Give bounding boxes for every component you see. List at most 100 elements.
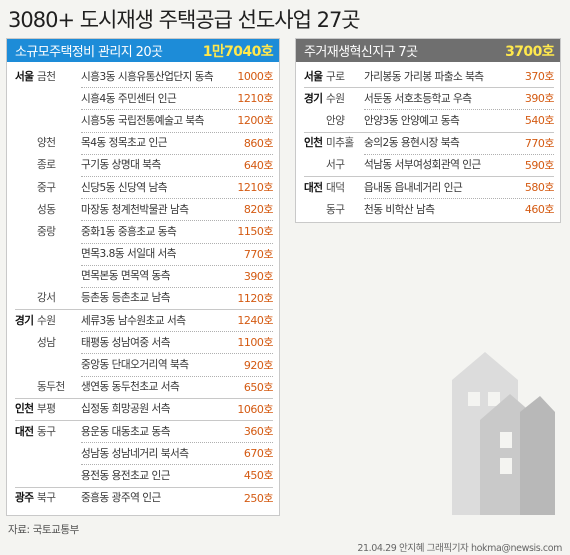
table-row: 양천 목4동 정목초교 인근 860호 [15, 131, 274, 154]
residential-regeneration-units: 460호 [524, 203, 555, 217]
residential-regeneration-location: 가리봉동 가리봉 파출소 북측 [364, 70, 484, 83]
small-housing-header-label: 소규모주택정비 관리지 20곳 [15, 45, 163, 60]
table-row: 성남동 성남네거리 북서측 670호 [15, 442, 274, 464]
residential-regeneration-panel: 주거재생혁신지구 7곳 3700호 서울 구로 가리봉동 가리봉 파출소 북측 370… [295, 38, 561, 223]
residential-regeneration-units: 370호 [524, 70, 555, 84]
residential-regeneration-district: 안양 [326, 114, 345, 127]
table-row: 경기 수원 서둔동 서호초등학교 우측 390호 [304, 87, 555, 109]
small-housing-total: 1만7040호 [202, 43, 274, 60]
residential-regeneration-district: 미추홀 [326, 137, 354, 150]
small-housing-units: 770호 [243, 247, 274, 261]
table-row: 면목본동 면목역 동측 390호 [15, 264, 274, 287]
small-housing-location: 신당5동 신당역 남측 [81, 181, 167, 194]
table-row: 면목3.8동 서일대 서측 770호 [15, 242, 274, 265]
small-housing-units: 450호 [243, 469, 274, 483]
small-housing-location: 세류3동 남수원초교 서측 [81, 314, 186, 327]
small-housing-district: 수원 [37, 314, 56, 327]
table-row: 중앙동 단대오거리역 북측 920호 [15, 353, 274, 375]
small-housing-location: 구기동 상명대 북측 [81, 159, 161, 172]
small-housing-units: 390호 [243, 269, 274, 283]
table-row: 서울 금천 시흥3동 시흥유통산업단지 동측 1000호 [15, 65, 274, 87]
residential-regeneration-location: 숭의2동 용현시장 북측 [364, 137, 460, 150]
residential-regeneration-total: 3700호 [505, 43, 554, 60]
small-housing-units: 1150호 [237, 225, 273, 239]
small-housing-units: 250호 [243, 491, 274, 505]
small-housing-location: 태평동 성남여중 서측 [81, 336, 170, 349]
residential-regeneration-region: 대전 [304, 181, 323, 194]
residential-regeneration-location: 석남동 서부여성회관역 인근 [364, 159, 481, 172]
residential-regeneration-region: 인천 [304, 137, 323, 150]
small-housing-units: 1100호 [237, 336, 273, 350]
residential-regeneration-district: 서구 [326, 159, 345, 172]
residential-regeneration-region: 서울 [304, 70, 323, 83]
residential-regeneration-district: 수원 [326, 92, 345, 105]
residential-regeneration-list: 서울 구로 가리봉동 가리봉 파출소 북측 370호 경기 수원 서둔동 서호초등학교 우측… [296, 62, 560, 220]
small-housing-region: 광주 [15, 492, 34, 505]
small-housing-location: 시흥5동 국립전통예술고 북측 [81, 114, 204, 127]
table-row: 성남 태평동 성남여중 서측 1100호 [15, 331, 274, 353]
small-housing-units: 1210호 [237, 181, 273, 195]
residential-regeneration-units: 590호 [524, 158, 555, 172]
small-housing-location: 용전동 용전초교 인근 [81, 469, 170, 482]
source-note: 자료: 국토교통부 [8, 524, 79, 536]
residential-regeneration-units: 770호 [524, 136, 555, 150]
small-housing-units: 860호 [243, 136, 274, 150]
table-row: 대전 대덕 읍내동 읍내네거리 인근 580호 [304, 175, 555, 198]
table-row: 동두천 생연동 동두천초교 서측 650호 [15, 375, 274, 398]
small-housing-location: 목4동 정목초교 인근 [81, 137, 167, 150]
small-housing-units: 1060호 [237, 402, 273, 416]
small-housing-location: 시흥4동 주민센터 인근 [81, 92, 177, 105]
credit-line: 21.04.29 안지혜 그래픽기자 hokma@newsis.com [357, 543, 562, 554]
small-housing-location: 생연동 동두천초교 서측 [81, 381, 180, 394]
table-row: 강서 등촌동 등촌초교 남측 1120호 [15, 286, 274, 309]
small-housing-location: 중앙동 단대오거리역 북측 [81, 359, 189, 372]
table-row: 성동 마장동 청계천박물관 남측 820호 [15, 198, 274, 220]
table-row: 경기 수원 세류3동 남수원초교 서측 1240호 [15, 309, 274, 331]
small-housing-district: 중랑 [37, 225, 56, 238]
table-row: 시흥4동 주민센터 인근 1210호 [15, 87, 274, 109]
table-row: 서울 구로 가리봉동 가리봉 파출소 북측 370호 [304, 65, 555, 87]
small-housing-district: 부평 [37, 403, 56, 416]
small-housing-location: 마장동 청계천박물관 남측 [81, 203, 189, 216]
table-row: 서구 석남동 서부여성회관역 인근 590호 [304, 153, 555, 176]
small-housing-location: 면목3.8동 서일대 서측 [81, 248, 177, 261]
table-row: 대전 동구 용운동 대동초교 동측 360호 [15, 420, 274, 442]
small-housing-units: 1000호 [237, 70, 273, 84]
table-row: 중랑 중화1동 중흥초교 동측 1150호 [15, 220, 274, 242]
page-title: 3080+ 도시재생 주택공급 선도사업 27곳 [8, 8, 361, 32]
small-housing-header: 소규모주택정비 관리지 20곳 1만7040호 [7, 39, 279, 62]
small-housing-district: 금천 [37, 70, 56, 83]
small-housing-region: 대전 [15, 425, 34, 438]
residential-regeneration-location: 서둔동 서호초등학교 우측 [364, 92, 472, 105]
residential-regeneration-district: 대덕 [326, 181, 345, 194]
small-housing-region: 인천 [15, 403, 34, 416]
small-housing-units: 1120호 [237, 291, 273, 305]
small-housing-region: 서울 [15, 70, 34, 83]
small-housing-units: 1210호 [237, 92, 273, 106]
small-housing-location: 시흥3동 시흥유통산업단지 동측 [81, 70, 214, 83]
small-housing-units: 670호 [243, 447, 274, 461]
small-housing-location: 중화1동 중흥초교 동측 [81, 225, 177, 238]
small-housing-units: 640호 [243, 158, 274, 172]
small-housing-district: 동구 [37, 425, 56, 438]
small-housing-units: 1240호 [237, 314, 273, 328]
table-row: 시흥5동 국립전통예술고 북측 1200호 [15, 109, 274, 131]
small-housing-location: 중흥동 광주역 인근 [81, 492, 161, 505]
small-housing-district: 동두천 [37, 381, 65, 394]
small-housing-district: 북구 [37, 492, 56, 505]
residential-regeneration-units: 580호 [524, 181, 555, 195]
residential-regeneration-district: 구로 [326, 70, 345, 83]
small-housing-district: 성남 [37, 336, 56, 349]
small-housing-units: 1200호 [237, 114, 273, 128]
small-housing-location: 성남동 성남네거리 북서측 [81, 447, 189, 460]
small-housing-units: 920호 [243, 358, 274, 372]
table-row: 용전동 용전초교 인근 450호 [15, 464, 274, 486]
residential-regeneration-location: 천동 비학산 남측 [364, 203, 435, 216]
table-row: 안양 안양3동 안양예고 동측 540호 [304, 109, 555, 131]
houses-illustration-icon [452, 352, 555, 515]
small-housing-district: 성동 [37, 203, 56, 216]
small-housing-panel: 소규모주택정비 관리지 20곳 1만7040호 서울 금천 시흥3동 시흥유통산업단… [6, 38, 280, 516]
small-housing-location: 면목본동 면목역 동측 [81, 270, 170, 283]
small-housing-location: 십정동 희망공원 서측 [81, 403, 170, 416]
